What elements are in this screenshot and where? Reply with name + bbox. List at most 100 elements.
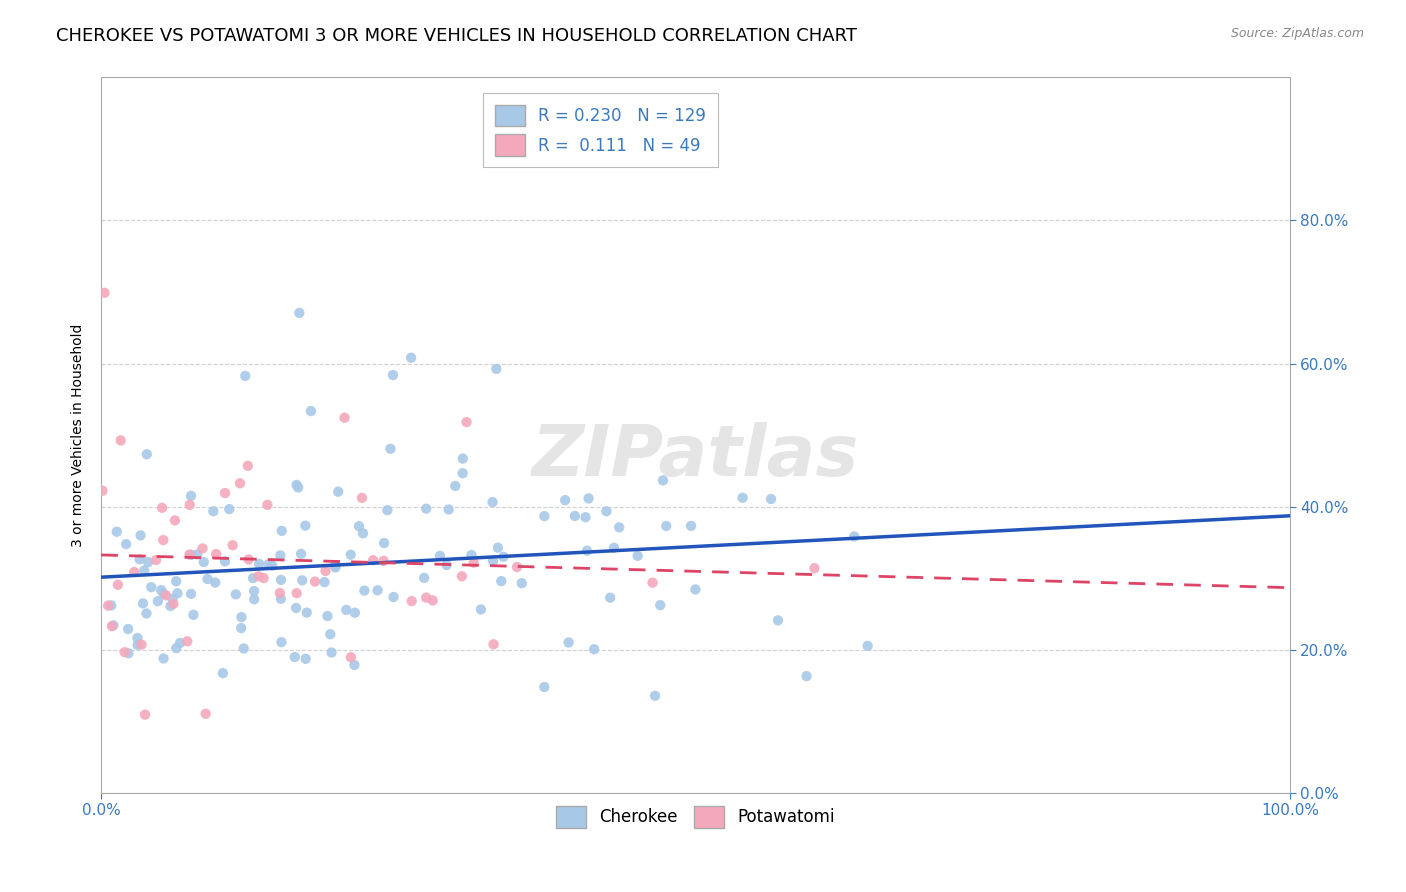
Point: [685, 582, 707, 597]
Point: [152, 533, 174, 547]
Point: [641, 575, 664, 590]
Point: [456, 415, 478, 429]
Point: [731, 491, 754, 505]
Point: [413, 571, 436, 585]
Point: [506, 560, 529, 574]
Point: [285, 601, 308, 615]
Point: [127, 631, 149, 645]
Point: [270, 524, 292, 538]
Point: [485, 362, 508, 376]
Point: [205, 547, 228, 561]
Point: [353, 583, 375, 598]
Point: [117, 622, 139, 636]
Point: [554, 493, 576, 508]
Point: [247, 569, 270, 583]
Point: [214, 554, 236, 568]
Point: [191, 541, 214, 556]
Point: [583, 642, 606, 657]
Point: [155, 588, 177, 602]
Point: [162, 591, 184, 606]
Point: [294, 518, 316, 533]
Point: [295, 606, 318, 620]
Point: [135, 447, 157, 461]
Point: [533, 680, 555, 694]
Point: [343, 606, 366, 620]
Point: [169, 636, 191, 650]
Point: [304, 574, 326, 589]
Point: [218, 502, 240, 516]
Point: [221, 538, 243, 552]
Point: [107, 578, 129, 592]
Point: [176, 634, 198, 648]
Point: [575, 543, 598, 558]
Point: [134, 564, 156, 578]
Point: [270, 573, 292, 587]
Point: [105, 524, 128, 539]
Point: [373, 536, 395, 550]
Point: [382, 590, 405, 604]
Point: [165, 641, 187, 656]
Point: [132, 596, 155, 610]
Point: [243, 592, 266, 607]
Point: [766, 613, 789, 627]
Point: [131, 638, 153, 652]
Point: [481, 495, 503, 509]
Point: [252, 571, 274, 585]
Text: CHEROKEE VS POTAWATOMI 3 OR MORE VEHICLES IN HOUSEHOLD CORRELATION CHART: CHEROKEE VS POTAWATOMI 3 OR MORE VEHICLE…: [56, 27, 858, 45]
Text: Source: ZipAtlas.com: Source: ZipAtlas.com: [1230, 27, 1364, 40]
Point: [91, 483, 114, 498]
Point: [179, 498, 201, 512]
Point: [193, 555, 215, 569]
Point: [165, 574, 187, 589]
Point: [333, 410, 356, 425]
Point: [270, 591, 292, 606]
Point: [159, 599, 181, 613]
Point: [321, 646, 343, 660]
Point: [361, 553, 384, 567]
Point: [269, 586, 291, 600]
Point: [463, 556, 485, 570]
Point: [110, 434, 132, 448]
Point: [214, 486, 236, 500]
Point: [470, 602, 492, 616]
Point: [294, 652, 316, 666]
Point: [270, 635, 292, 649]
Point: [225, 587, 247, 601]
Point: [243, 584, 266, 599]
Y-axis label: 3 or more Vehicles in Household: 3 or more Vehicles in Household: [72, 324, 86, 547]
Point: [415, 591, 437, 605]
Point: [262, 558, 284, 573]
Point: [436, 558, 458, 572]
Point: [343, 657, 366, 672]
Point: [122, 565, 145, 579]
Point: [444, 479, 467, 493]
Point: [367, 583, 389, 598]
Point: [179, 548, 201, 562]
Point: [437, 502, 460, 516]
Point: [401, 594, 423, 608]
Point: [180, 489, 202, 503]
Point: [291, 574, 314, 588]
Point: [150, 583, 173, 598]
Point: [533, 509, 555, 524]
Point: [314, 575, 336, 590]
Point: [352, 526, 374, 541]
Point: [574, 510, 596, 524]
Point: [233, 368, 256, 383]
Point: [316, 609, 339, 624]
Point: [152, 651, 174, 665]
Point: [162, 597, 184, 611]
Point: [319, 627, 342, 641]
Point: [375, 503, 398, 517]
Point: [204, 575, 226, 590]
Point: [451, 467, 474, 481]
Point: [460, 548, 482, 562]
Point: [856, 639, 879, 653]
Point: [429, 549, 451, 563]
Point: [284, 650, 307, 665]
Point: [650, 598, 672, 612]
Point: [603, 541, 626, 555]
Point: [399, 351, 422, 365]
Point: [229, 476, 252, 491]
Point: [380, 442, 402, 456]
